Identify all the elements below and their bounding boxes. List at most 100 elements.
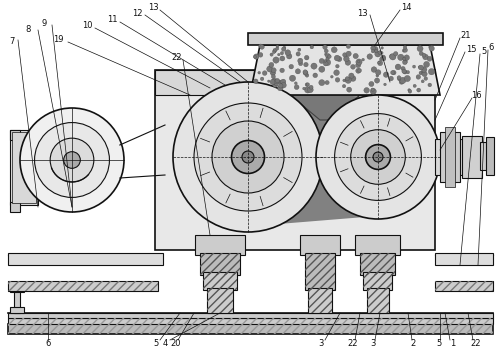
Bar	[8, 281, 158, 291]
Bar	[355, 235, 400, 255]
Circle shape	[273, 83, 278, 88]
Circle shape	[372, 49, 374, 53]
Circle shape	[266, 66, 273, 72]
Circle shape	[348, 73, 354, 78]
Circle shape	[418, 66, 420, 68]
Circle shape	[422, 67, 427, 72]
Bar	[8, 324, 493, 334]
Polygon shape	[250, 45, 440, 95]
Circle shape	[382, 57, 386, 61]
Circle shape	[336, 64, 339, 68]
Bar	[12, 132, 36, 203]
Circle shape	[173, 82, 323, 232]
Circle shape	[400, 77, 406, 84]
Circle shape	[371, 67, 377, 72]
Circle shape	[398, 78, 400, 81]
Circle shape	[350, 76, 356, 82]
Circle shape	[374, 78, 380, 83]
Circle shape	[270, 71, 275, 76]
Circle shape	[370, 88, 376, 95]
Circle shape	[64, 152, 80, 168]
Circle shape	[428, 69, 434, 75]
Circle shape	[408, 89, 410, 91]
Bar	[462, 136, 482, 178]
Circle shape	[309, 85, 313, 89]
Circle shape	[342, 53, 347, 57]
Bar	[200, 253, 240, 275]
Circle shape	[422, 70, 426, 75]
Polygon shape	[290, 95, 360, 120]
Circle shape	[305, 74, 309, 77]
Circle shape	[276, 47, 279, 50]
Bar	[10, 202, 20, 212]
Bar	[360, 253, 395, 275]
Circle shape	[378, 51, 382, 55]
Circle shape	[324, 60, 330, 66]
Circle shape	[399, 79, 404, 84]
Circle shape	[419, 51, 424, 56]
Bar	[10, 130, 20, 140]
Circle shape	[283, 46, 286, 49]
Circle shape	[290, 75, 296, 82]
Circle shape	[281, 83, 286, 88]
Circle shape	[350, 64, 356, 69]
Circle shape	[366, 145, 390, 169]
Circle shape	[316, 95, 440, 219]
Circle shape	[402, 69, 406, 73]
Circle shape	[390, 71, 394, 75]
Bar	[10, 307, 24, 313]
Circle shape	[319, 58, 324, 63]
Circle shape	[378, 61, 380, 64]
Text: 6: 6	[46, 338, 51, 348]
Circle shape	[258, 44, 262, 48]
Circle shape	[304, 62, 308, 67]
Circle shape	[373, 152, 383, 162]
Bar	[155, 70, 435, 250]
Bar	[8, 281, 158, 291]
Circle shape	[413, 84, 416, 88]
Circle shape	[424, 77, 428, 81]
Text: 8: 8	[26, 25, 30, 34]
Circle shape	[272, 75, 276, 79]
Text: 15: 15	[466, 46, 476, 55]
Circle shape	[313, 73, 318, 78]
Bar	[200, 253, 240, 275]
Text: 5: 5	[482, 48, 486, 56]
Circle shape	[346, 87, 352, 92]
Circle shape	[390, 54, 396, 60]
Circle shape	[402, 60, 407, 65]
Text: 5: 5	[436, 338, 442, 348]
Text: 10: 10	[82, 21, 92, 30]
Circle shape	[345, 77, 350, 81]
Bar	[435, 281, 493, 291]
Circle shape	[289, 64, 294, 69]
Circle shape	[381, 47, 384, 49]
Circle shape	[272, 71, 276, 75]
Text: 20: 20	[171, 338, 181, 348]
Circle shape	[380, 57, 383, 61]
Circle shape	[419, 71, 422, 75]
Text: 6: 6	[488, 43, 494, 52]
Circle shape	[294, 85, 299, 90]
Bar	[308, 288, 332, 313]
Circle shape	[254, 55, 256, 58]
Text: 22: 22	[348, 338, 358, 348]
Circle shape	[367, 54, 372, 60]
Circle shape	[402, 49, 406, 52]
Circle shape	[285, 50, 290, 56]
Circle shape	[408, 90, 412, 93]
Circle shape	[418, 65, 424, 70]
Circle shape	[280, 51, 283, 55]
Circle shape	[376, 74, 378, 77]
Circle shape	[370, 46, 376, 50]
Text: 5: 5	[154, 338, 158, 348]
Text: 14: 14	[401, 4, 411, 13]
Circle shape	[326, 57, 329, 60]
Circle shape	[303, 70, 308, 75]
Text: 21: 21	[461, 30, 471, 40]
Circle shape	[273, 57, 279, 63]
Text: 4: 4	[162, 338, 168, 348]
Circle shape	[304, 55, 309, 60]
Text: 12: 12	[132, 8, 142, 18]
Circle shape	[394, 51, 398, 56]
